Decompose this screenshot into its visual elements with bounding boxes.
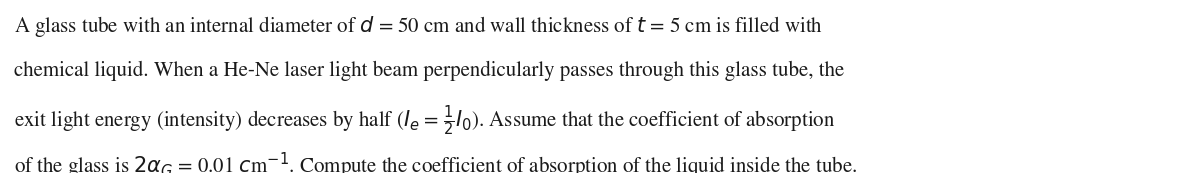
Text: chemical liquid. When a He-Ne laser light beam perpendicularly passes through th: chemical liquid. When a He-Ne laser ligh… — [14, 61, 845, 81]
Text: exit light energy (intensity) decreases by half ($I_e$ = $\frac{1}{2}$$I_0$). As: exit light energy (intensity) decreases … — [14, 104, 835, 138]
Text: A glass tube with an internal diameter of $d$ = 50 cm and wall thickness of $t$ : A glass tube with an internal diameter o… — [14, 14, 823, 39]
Text: of the glass is $2\alpha_G$ = 0.01 $\mathit{c}$m$^{-1}$. Compute the coefficient: of the glass is $2\alpha_G$ = 0.01 $\mat… — [14, 151, 858, 173]
